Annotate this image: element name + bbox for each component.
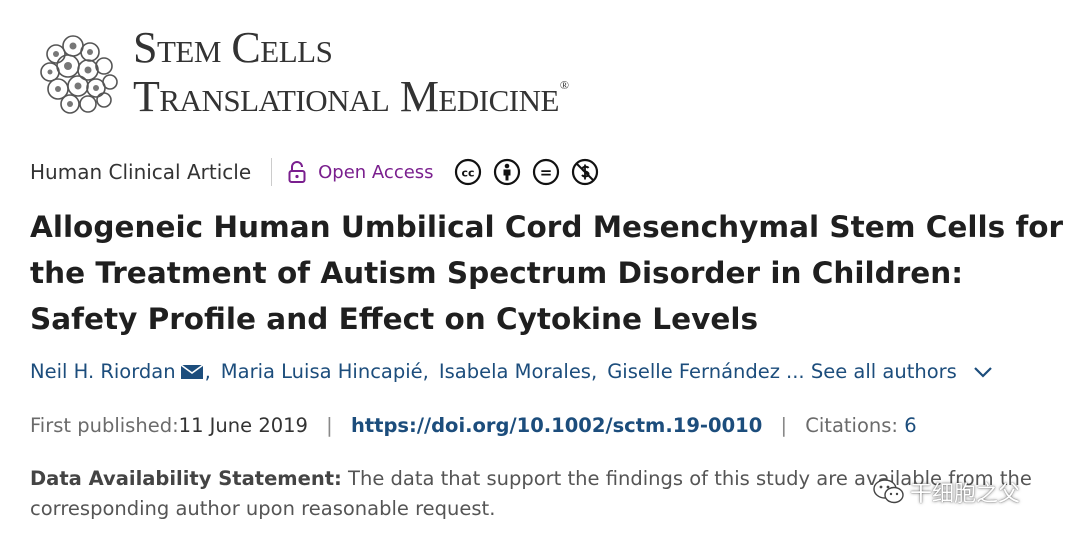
author-link[interactable]: Neil H. Riordan: [30, 360, 176, 383]
journal-logo: [40, 35, 118, 114]
cc-icon[interactable]: cc: [454, 158, 482, 186]
article-title: Allogeneic Human Umbilical Cord Mesenchy…: [30, 210, 1064, 336]
author-list: Neil H. Riordan , Maria Luisa Hincapié ,…: [30, 360, 993, 383]
doi-link[interactable]: https://doi.org/10.1002/sctm.19-0010: [350, 414, 763, 437]
journal-name-line1: Stem Cells: [133, 23, 333, 72]
nd-glyph: =: [539, 164, 552, 182]
author-separator: ,: [204, 360, 211, 383]
pipe-separator: |: [326, 414, 333, 437]
cc-glyph: cc: [461, 167, 474, 180]
see-all-authors-link[interactable]: ... See all authors: [786, 360, 957, 383]
trademark-symbol: ®: [559, 78, 569, 92]
license-icons[interactable]: cc =: [454, 158, 610, 186]
data-availability-label: Data Availability Statement:: [30, 467, 342, 490]
author-link[interactable]: Isabela Morales: [438, 360, 591, 383]
journal-name: Stem Cells Translational Medicine®: [133, 26, 569, 119]
citations-label: Citations:: [805, 414, 905, 437]
first-published-date: 11 June 2019: [178, 414, 308, 437]
mail-icon[interactable]: [180, 363, 204, 380]
author-link[interactable]: Maria Luisa Hincapié: [220, 360, 423, 383]
citations-count[interactable]: 6: [904, 414, 917, 437]
open-access-label: Open Access: [318, 161, 434, 183]
data-availability-statement: Data Availability Statement: The data th…: [30, 464, 1060, 524]
authors-ellipsis: ...: [786, 360, 805, 383]
first-published-label: First published:: [30, 414, 179, 437]
divider: [271, 158, 273, 186]
watermark: 干细胞之父: [872, 476, 1020, 508]
see-all-authors-label: See all authors: [810, 360, 957, 383]
open-lock-icon: [288, 161, 306, 183]
chevron-down-icon[interactable]: [973, 365, 993, 379]
open-access-badge[interactable]: Open Access: [288, 161, 434, 183]
data-availability-text: The data that support the findings of th…: [30, 467, 1032, 520]
author-separator: ,: [422, 360, 429, 383]
non-commercial-icon[interactable]: [571, 158, 599, 186]
publication-info: First published:11 June 2019 | https://d…: [30, 414, 917, 437]
author-separator: ,: [590, 360, 598, 383]
journal-name-line2: Translational Medicine®: [133, 75, 569, 119]
journal-name-line2-text: Translational Medicine: [133, 72, 559, 121]
author-link[interactable]: Giselle Fernández: [607, 360, 781, 383]
attribution-icon[interactable]: [493, 158, 521, 186]
watermark-text: 干细胞之父: [910, 482, 1021, 507]
pipe-separator: |: [780, 414, 788, 437]
article-type: Human Clinical Article: [30, 160, 252, 184]
article-meta-row: Human Clinical Article Open Access cc =: [30, 152, 610, 192]
no-derivatives-icon[interactable]: =: [532, 158, 560, 186]
wechat-icon: [873, 479, 904, 504]
